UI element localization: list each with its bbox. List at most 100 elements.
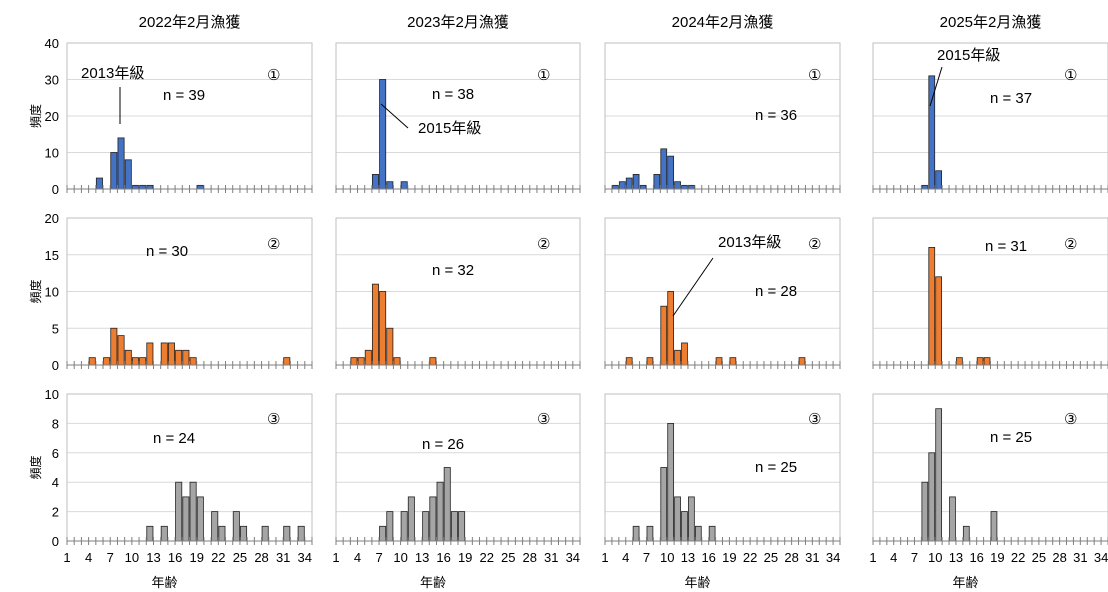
- bar-r2c2-age-9: [393, 357, 401, 366]
- bar-r3c2-age-8: [386, 511, 394, 542]
- bar-r1c3-age-13: [688, 184, 695, 190]
- bar-r3c2-age-10: [400, 511, 408, 542]
- x-tick-label-c1-13: 13: [146, 550, 160, 565]
- bar-r2c1-age-16: [175, 349, 183, 366]
- bar-r3c4-age-18: [990, 511, 998, 542]
- x-tick-label-c3-13: 13: [681, 550, 695, 565]
- bar-r2c3-age-19: [729, 357, 737, 366]
- x-tick-label-c4-10: 10: [928, 550, 942, 565]
- bar-r1c4-age-8: [921, 184, 929, 190]
- bar-r1c4-age-10: [935, 170, 943, 190]
- bar-r1c3-age-8: [653, 173, 661, 190]
- y-tick-label-r3c1-8: 8: [52, 416, 59, 431]
- n-label-r3c1: n = 24: [153, 430, 195, 447]
- y-tick-label-r3c1-6: 6: [52, 446, 59, 461]
- bar-r2c2-age-8: [386, 327, 394, 366]
- bar-r1c3-age-5: [632, 173, 640, 190]
- x-tick-label-c1-10: 10: [125, 550, 139, 565]
- bar-r3c3-age-11: [674, 496, 681, 542]
- bar-r3c1-age-18: [189, 481, 197, 542]
- bar-r3c1-age-28: [261, 525, 269, 542]
- y-axis-label-row-3: 頻度: [28, 455, 43, 479]
- bar-r3c1-age-21: [211, 511, 219, 542]
- column-title-1: 2022年2月漁獲: [139, 14, 241, 31]
- bar-r3c4-age-9: [928, 452, 936, 542]
- bar-r3c2-age-18: [458, 511, 466, 542]
- bar-r3c1-age-12: [146, 525, 154, 542]
- x-tick-label-c2-28: 28: [523, 550, 537, 565]
- x-tick-label-c4-19: 19: [990, 550, 1004, 565]
- bar-r2c4-age-13: [956, 357, 963, 366]
- x-tick-label-c2-34: 34: [566, 550, 580, 565]
- bar-r1c3-age-11: [674, 181, 681, 190]
- y-axis-label-row-1: 頻度: [28, 104, 43, 128]
- bar-r1c1-age-7: [110, 152, 118, 190]
- x-tick-label-c1-16: 16: [168, 550, 182, 565]
- x-tick-label-c3-16: 16: [701, 550, 715, 565]
- panel-index-r3c4: ③: [1064, 411, 1077, 428]
- bar-r3c2-age-16: [443, 467, 451, 542]
- bar-r3c2-age-14: [429, 496, 437, 542]
- panel-index-r1c4: ①: [1064, 67, 1077, 84]
- bar-r1c3-age-3: [618, 181, 626, 190]
- bar-r1c1-age-11: [139, 184, 147, 190]
- x-tick-label-c4-7: 7: [911, 550, 918, 565]
- y-tick-label-r1c1-10: 10: [45, 146, 59, 161]
- x-tick-label-c1-22: 22: [211, 550, 225, 565]
- n-label-r2c3: n = 28: [755, 283, 797, 300]
- annotation-r1c2: 2015年級: [418, 120, 481, 137]
- x-tick-label-c2-13: 13: [415, 550, 429, 565]
- panel-index-r3c1: ③: [267, 411, 280, 428]
- y-tick-label-r3c1-4: 4: [52, 475, 59, 490]
- bar-r3c1-age-25: [240, 525, 248, 542]
- annotation-r1c1: 2013年級: [81, 65, 144, 82]
- panel-index-r2c3: ②: [808, 236, 821, 253]
- x-axis-label-c3: 年齢: [684, 575, 710, 590]
- bar-r2c1-age-31: [283, 357, 291, 366]
- bar-r2c3-age-17: [715, 357, 723, 366]
- bar-r2c1-age-12: [146, 342, 154, 366]
- annotation-r1c4: 2015年級: [937, 47, 1000, 64]
- bar-r3c2-age-17: [450, 511, 458, 542]
- y-tick-label-r2c1-20: 20: [45, 211, 59, 226]
- bar-r1c3-age-9: [660, 148, 668, 190]
- bar-r3c3-age-7: [646, 525, 654, 542]
- bar-r2c1-age-7: [110, 327, 118, 366]
- panel-index-r2c1: ②: [267, 236, 280, 253]
- x-tick-label-c1-31: 31: [276, 550, 290, 565]
- bar-r2c3-age-4: [625, 357, 633, 366]
- bar-r3c2-age-11: [407, 496, 415, 542]
- n-label-r3c2: n = 26: [422, 436, 464, 453]
- bar-r3c3-age-13: [688, 496, 695, 542]
- bar-r3c2-age-15: [436, 481, 444, 542]
- n-label-r1c3: n = 36: [755, 107, 797, 124]
- bar-r1c3-age-2: [612, 184, 619, 190]
- bar-r1c2-age-7: [379, 79, 387, 190]
- bar-r2c2-age-3: [350, 357, 358, 366]
- x-tick-label-c2-7: 7: [375, 550, 382, 565]
- bar-r1c1-age-19: [196, 184, 204, 190]
- x-tick-label-c1-7: 7: [107, 550, 114, 565]
- x-tick-label-c1-25: 25: [233, 550, 247, 565]
- bar-r1c2-age-6: [371, 173, 379, 190]
- bar-r2c4-age-9: [928, 246, 936, 366]
- bar-r1c2-age-8: [386, 181, 394, 190]
- bar-r3c4-age-14: [962, 525, 970, 542]
- x-tick-label-c4-1: 1: [869, 550, 876, 565]
- x-tick-label-c4-28: 28: [1052, 550, 1066, 565]
- x-tick-label-c2-1: 1: [332, 550, 339, 565]
- bar-r1c3-age-12: [681, 184, 688, 190]
- bar-r3c1-age-16: [175, 481, 183, 542]
- bar-r3c1-age-19: [196, 496, 204, 542]
- y-tick-label-r2c1-5: 5: [52, 321, 59, 336]
- bar-r3c3-age-16: [708, 525, 716, 542]
- panel-index-r3c3: ③: [808, 411, 821, 428]
- x-tick-label-c3-19: 19: [722, 550, 736, 565]
- n-label-r2c1: n = 30: [146, 243, 188, 260]
- bar-r2c4-age-17: [983, 357, 991, 366]
- x-tick-label-c3-22: 22: [743, 550, 757, 565]
- bar-r2c3-age-12: [681, 342, 688, 366]
- x-tick-label-c3-1: 1: [601, 550, 608, 565]
- y-tick-label-r1c1-40: 40: [45, 36, 59, 51]
- n-label-r1c4: n = 37: [990, 90, 1032, 107]
